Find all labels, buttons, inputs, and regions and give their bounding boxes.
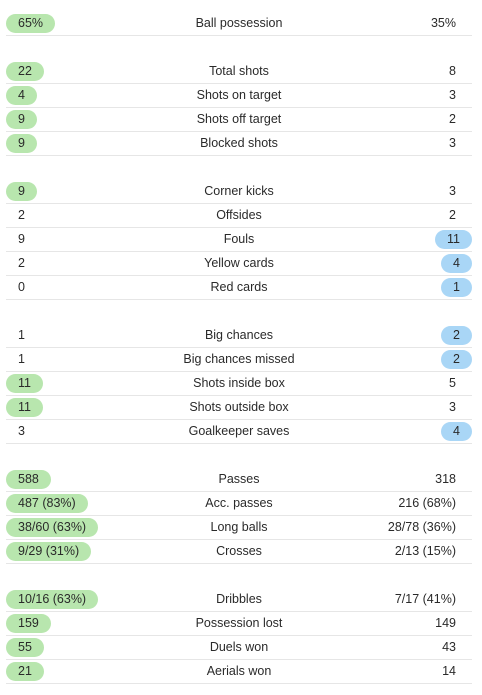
stat-label: Passes bbox=[218, 472, 260, 486]
stat-row: 588 Passes 318 bbox=[6, 468, 472, 492]
stat-row: 159 Possession lost 149 bbox=[6, 612, 472, 636]
away-value: 318 bbox=[435, 472, 456, 486]
stat-row: 9/29 (31%) Crosses 2/13 (15%) bbox=[6, 540, 472, 564]
stat-label: Shots inside box bbox=[193, 376, 285, 390]
away-value: 2 bbox=[441, 350, 472, 369]
away-value: 3 bbox=[449, 184, 456, 198]
away-value: 5 bbox=[449, 376, 456, 390]
stat-row: 10/16 (63%) Dribbles 7/17 (41%) bbox=[6, 588, 472, 612]
stat-row: 11 Shots outside box 3 bbox=[6, 396, 472, 420]
stat-label: Shots outside box bbox=[189, 400, 289, 414]
stat-label: Total shots bbox=[209, 64, 269, 78]
stat-row: 1 Big chances missed 2 bbox=[6, 348, 472, 372]
home-value: 2 bbox=[18, 208, 25, 222]
stat-label: Yellow cards bbox=[204, 256, 274, 270]
stat-label: Shots off target bbox=[196, 112, 282, 126]
home-value: 38/60 (63%) bbox=[6, 518, 99, 537]
stat-label: Shots on target bbox=[196, 88, 282, 102]
home-value: 22 bbox=[6, 62, 44, 81]
away-value: 35% bbox=[430, 16, 456, 30]
away-value: 4 bbox=[441, 422, 472, 441]
away-value: 3 bbox=[449, 400, 456, 414]
stat-label: Ball possession bbox=[195, 16, 283, 30]
home-value: 2 bbox=[18, 256, 25, 270]
home-value: 487 (83%) bbox=[6, 494, 88, 513]
stat-row: 9 Blocked shots 3 bbox=[6, 132, 472, 156]
away-value: 11 bbox=[435, 230, 472, 249]
stat-label: Big chances missed bbox=[183, 352, 295, 366]
home-value: 4 bbox=[6, 86, 37, 105]
stat-row: 4 Shots on target 3 bbox=[6, 84, 472, 108]
away-value: 3 bbox=[449, 136, 456, 150]
stat-row: 487 (83%) Acc. passes 216 (68%) bbox=[6, 492, 472, 516]
stat-row: 2 Yellow cards 4 bbox=[6, 252, 472, 276]
away-value: 2 bbox=[449, 112, 456, 126]
home-value: 11 bbox=[6, 374, 43, 393]
stat-label: Fouls bbox=[223, 232, 255, 246]
home-value: 9 bbox=[6, 110, 37, 129]
home-value: 9/29 (31%) bbox=[6, 542, 92, 561]
home-value: 10/16 (63%) bbox=[6, 590, 99, 609]
home-value: 1 bbox=[18, 352, 25, 366]
stat-row: 9 Shots off target 2 bbox=[6, 108, 472, 132]
stat-row: 65% Ball possession 35% bbox=[6, 12, 472, 36]
stat-label: Possession lost bbox=[195, 616, 283, 630]
away-value: 28/78 (36%) bbox=[387, 520, 456, 534]
stat-label: Corner kicks bbox=[204, 184, 274, 198]
home-value: 9 bbox=[6, 134, 37, 153]
away-value: 2/13 (15%) bbox=[394, 544, 456, 558]
stat-row: 9 Corner kicks 3 bbox=[6, 180, 472, 204]
stat-label: Red cards bbox=[210, 280, 268, 294]
stat-label: Duels won bbox=[209, 640, 269, 654]
stat-label: Goalkeeper saves bbox=[188, 424, 290, 438]
away-value: 2 bbox=[441, 326, 472, 345]
away-value: 149 bbox=[435, 616, 456, 630]
stat-row: 2 Offsides 2 bbox=[6, 204, 472, 228]
away-value: 1 bbox=[441, 278, 472, 297]
home-value: 65% bbox=[6, 14, 56, 33]
away-value: 14 bbox=[442, 664, 456, 678]
home-value: 159 bbox=[6, 614, 51, 633]
away-value: 2 bbox=[449, 208, 456, 222]
away-value: 7/17 (41%) bbox=[394, 592, 456, 606]
away-value: 3 bbox=[449, 88, 456, 102]
stat-label: Big chances bbox=[204, 328, 274, 342]
stat-row: 22 Total shots 8 bbox=[6, 60, 472, 84]
stat-row: 38/60 (63%) Long balls 28/78 (36%) bbox=[6, 516, 472, 540]
home-value: 588 bbox=[6, 470, 51, 489]
home-value: 0 bbox=[18, 280, 25, 294]
home-value: 9 bbox=[18, 232, 25, 246]
stat-row: 9 Fouls 11 bbox=[6, 228, 472, 252]
stat-row: 0 Red cards 1 bbox=[6, 276, 472, 300]
stat-row: 55 Duels won 43 bbox=[6, 636, 472, 660]
away-value: 43 bbox=[442, 640, 456, 654]
home-value: 9 bbox=[6, 182, 37, 201]
stat-row: 1 Big chances 2 bbox=[6, 324, 472, 348]
stat-label: Aerials won bbox=[206, 664, 272, 678]
home-value: 11 bbox=[6, 398, 43, 417]
home-value: 55 bbox=[6, 638, 44, 657]
home-value: 1 bbox=[18, 328, 25, 342]
stat-row: 3 Goalkeeper saves 4 bbox=[6, 420, 472, 444]
away-value: 216 (68%) bbox=[398, 496, 456, 510]
away-value: 4 bbox=[441, 254, 472, 273]
stat-row: 21 Aerials won 14 bbox=[6, 660, 472, 684]
stat-label: Blocked shots bbox=[200, 136, 278, 150]
home-value: 21 bbox=[6, 662, 44, 681]
away-value: 8 bbox=[449, 64, 456, 78]
home-value: 3 bbox=[18, 424, 25, 438]
stat-label: Offsides bbox=[216, 208, 262, 222]
stat-row: 11 Shots inside box 5 bbox=[6, 372, 472, 396]
